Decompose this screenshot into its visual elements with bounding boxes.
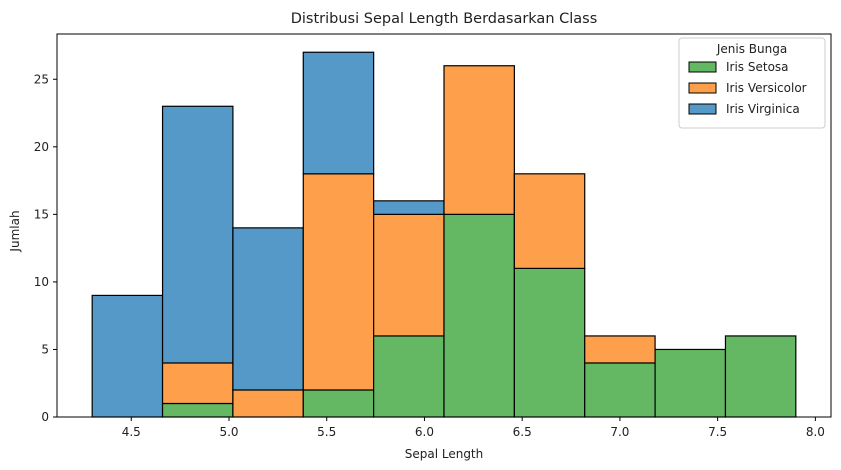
bar-iris-versicolor-bin-6 <box>513 173 586 269</box>
legend-title: Jenis Bunga <box>716 42 787 56</box>
bar-iris-setosa-bin-4 <box>373 335 445 418</box>
x-tick-label: 4.5 <box>122 425 141 439</box>
x-tick-label: 7.5 <box>708 425 727 439</box>
y-tick-label: 25 <box>34 72 49 86</box>
bar-iris-versicolor-bin-4 <box>373 213 445 337</box>
bar-iris-setosa-bin-8 <box>654 348 727 418</box>
bar-iris-virginica-bin-3 <box>302 51 375 175</box>
bar-iris-setosa-bin-3 <box>302 389 375 418</box>
bar-iris-setosa-bin-6 <box>513 267 586 418</box>
x-tick-label: 6.0 <box>415 425 434 439</box>
bar-iris-versicolor-bin-5 <box>443 65 515 215</box>
bar-iris-setosa-bin-9 <box>724 335 797 418</box>
legend-label-iris-setosa: Iris Setosa <box>726 60 789 74</box>
bar-iris-setosa-bin-7 <box>584 362 656 418</box>
bar-iris-versicolor-bin-1 <box>161 362 234 405</box>
axes-layer: 4.5 5.0 5.5 6.0 6.5 7.0 7.5 8.0 0 5 10 15 20 25 <box>34 33 832 439</box>
y-tick-label: 15 <box>34 207 49 221</box>
y-tick-label: 5 <box>41 342 49 356</box>
x-tick-label: 6.5 <box>513 425 532 439</box>
legend-swatch-iris-virginica <box>688 103 717 115</box>
bar-iris-virginica-bin-4 <box>373 200 445 215</box>
bar-iris-setosa-bin-5 <box>443 213 515 418</box>
x-axis-label: Sepal Length <box>405 447 484 461</box>
bars-layer <box>91 51 797 418</box>
plot-frame <box>56 33 832 418</box>
x-tick-label: 5.0 <box>219 425 238 439</box>
bar-iris-setosa-bin-1 <box>161 402 234 418</box>
y-tick-label: 10 <box>34 275 49 289</box>
bar-iris-virginica-bin-0 <box>91 294 164 418</box>
x-tick-label: 8.0 <box>806 425 825 439</box>
bar-iris-versicolor-bin-3 <box>302 173 375 391</box>
legend-swatch-iris-setosa <box>688 61 717 73</box>
legend-label-iris-versicolor: Iris Versicolor <box>726 81 807 95</box>
bar-iris-virginica-bin-2 <box>232 227 304 391</box>
x-tick-label: 7.0 <box>610 425 629 439</box>
legend-label-iris-virginica: Iris Virginica <box>726 102 800 116</box>
y-tick-label: 0 <box>41 410 49 424</box>
x-tick-label: 5.5 <box>317 425 336 439</box>
y-axis-label: Jumlah <box>8 210 22 252</box>
legend: Jenis Bunga Iris Setosa Iris Versicolor Ir… <box>678 37 826 129</box>
chart-title: Distribusi Sepal Length Berdasarkan Clas… <box>291 11 598 27</box>
legend-swatch-iris-versicolor <box>688 82 717 94</box>
bar-iris-virginica-bin-1 <box>161 105 234 364</box>
y-tick-label: 20 <box>34 140 49 154</box>
bar-iris-versicolor-bin-7 <box>584 335 656 364</box>
bar-iris-versicolor-bin-2 <box>232 389 304 418</box>
